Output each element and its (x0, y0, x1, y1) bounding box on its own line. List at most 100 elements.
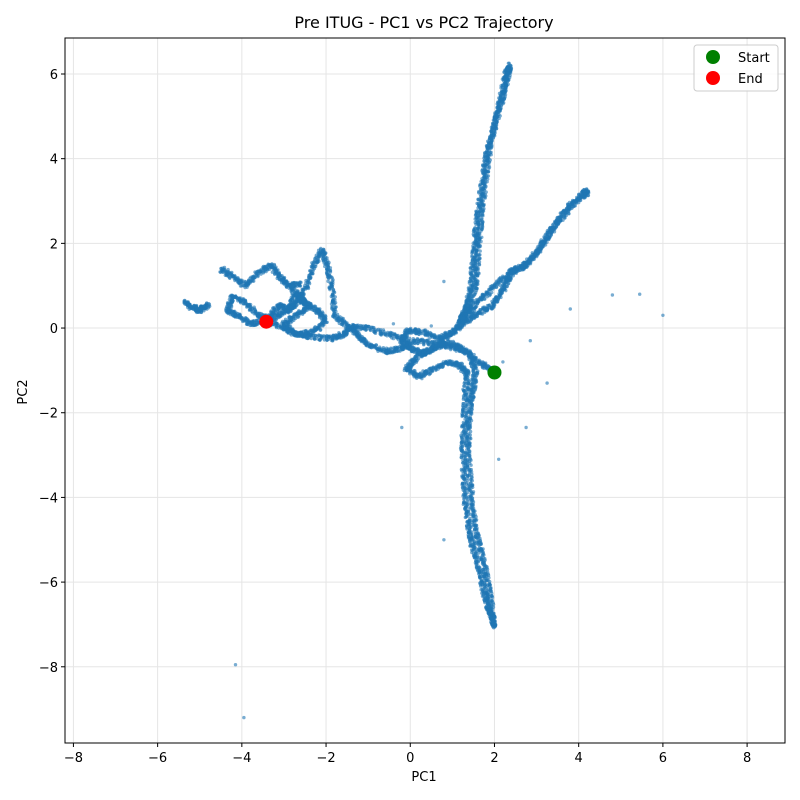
trajectory-point (468, 276, 473, 281)
trajectory-point (489, 150, 493, 154)
trajectory-point (430, 369, 435, 373)
trajectory-point (473, 535, 478, 539)
trajectory-point (383, 332, 387, 336)
trajectory-point (466, 482, 471, 486)
trajectory-point (487, 166, 491, 171)
trajectory-point (460, 425, 464, 429)
trajectory-point (586, 189, 590, 194)
trajectory-point (545, 237, 549, 241)
trajectory-point (463, 515, 467, 520)
chart-title: Pre ITUG - PC1 vs PC2 Trajectory (294, 13, 553, 32)
trajectory-point (427, 343, 431, 347)
trajectory-point (420, 331, 424, 336)
trajectory-point (506, 67, 511, 71)
trajectory-point (408, 328, 412, 332)
trajectory-point (451, 331, 455, 335)
trajectory-point (557, 220, 561, 225)
trajectory-point (474, 370, 478, 375)
trajectory-point (477, 360, 481, 364)
trajectory-point (450, 359, 454, 364)
trajectory-point (433, 347, 438, 352)
trajectory-point (478, 584, 483, 588)
trajectory-point (488, 142, 493, 146)
trajectory-point (471, 548, 475, 553)
trajectory-point (452, 348, 457, 352)
trajectory-point (475, 209, 479, 213)
trajectory-point (485, 307, 490, 311)
trajectory-point (495, 300, 499, 304)
trajectory-point (462, 493, 466, 497)
trajectory-point (467, 451, 472, 455)
trajectory-point (462, 496, 466, 500)
trajectory-point (477, 572, 481, 576)
trajectory-point (465, 478, 470, 483)
trajectory-point (331, 280, 335, 284)
trajectory-point (531, 255, 535, 259)
trajectory-point (429, 346, 433, 350)
trajectory-point (499, 86, 503, 90)
trajectory-point (489, 137, 493, 141)
trajectory-point (548, 227, 553, 231)
trajectory-point (470, 518, 475, 523)
trajectory-point (462, 501, 467, 505)
trajectory-point (478, 576, 482, 580)
trajectory-point (426, 331, 430, 336)
trajectory-point (459, 455, 463, 459)
trajectory-point (331, 287, 336, 292)
trajectory-point (471, 502, 475, 507)
trajectory-point (507, 272, 511, 276)
trajectory-point (482, 195, 487, 200)
trajectory-point (464, 429, 468, 433)
trajectory-point (480, 553, 485, 557)
trajectory-point (469, 467, 473, 472)
trajectory-point (477, 257, 481, 261)
trajectory-point (473, 518, 477, 522)
trajectory-point (466, 415, 470, 419)
trajectory-point (473, 274, 478, 278)
trajectory-point (478, 539, 483, 543)
trajectory-point (494, 119, 498, 123)
trajectory-point (464, 434, 468, 439)
trajectory-point (484, 582, 488, 586)
trajectory-point (534, 248, 539, 252)
trajectory-point (536, 244, 540, 248)
trajectory-point (485, 170, 489, 174)
trajectory-point (479, 297, 483, 301)
trajectory-point (476, 531, 480, 535)
trajectory-points (182, 61, 665, 720)
trajectory-point (491, 121, 495, 126)
trajectory-point (504, 279, 508, 283)
trajectory-point (325, 272, 329, 276)
trajectory-point (471, 545, 475, 549)
trajectory-point (462, 384, 466, 388)
trajectory-point (504, 83, 508, 87)
trajectory-point (367, 324, 371, 329)
trajectory-point (460, 316, 464, 321)
grid-lines (65, 38, 785, 743)
trajectory-point (479, 217, 483, 221)
trajectory-point (489, 603, 493, 608)
trajectory-point (459, 433, 463, 438)
trajectory-point (463, 309, 468, 313)
trajectory-point (345, 323, 349, 327)
trajectory-point (462, 489, 466, 493)
trajectory-point (502, 91, 506, 96)
trajectory-point (496, 107, 501, 111)
trajectory-point (476, 227, 480, 231)
trajectory-point (467, 399, 471, 403)
trajectory-point (558, 215, 562, 219)
trajectory-point (469, 492, 473, 496)
trajectory-point (541, 241, 546, 246)
trajectory-point (470, 250, 475, 254)
trajectory-point (486, 147, 490, 152)
trajectory-point (470, 412, 474, 416)
trajectory-point (230, 312, 235, 317)
trajectory-point (502, 70, 506, 74)
trajectory-point (304, 286, 309, 290)
trajectory-point (468, 292, 472, 296)
trajectory-point (479, 546, 483, 551)
trajectory-point (527, 259, 531, 263)
trajectory-point (506, 61, 511, 65)
trajectory-point (472, 391, 476, 395)
